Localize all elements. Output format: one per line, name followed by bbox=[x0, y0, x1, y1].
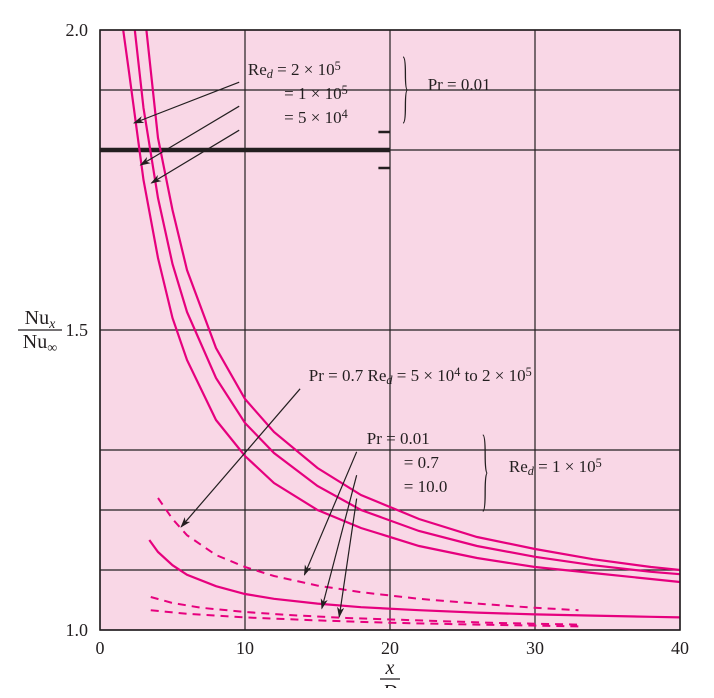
y-tick-label: 2.0 bbox=[66, 20, 89, 40]
annotation-label: = 10.0 bbox=[404, 477, 448, 496]
x-tick-label: 40 bbox=[671, 638, 689, 658]
x-tick-label: 0 bbox=[96, 638, 105, 658]
annotation-label: Red = 1 × 105 bbox=[509, 456, 602, 478]
annotation-label: Pr = 0.7 Red = 5 × 104 to 2 × 105 bbox=[309, 365, 532, 387]
annotation-label: Pr = 0.01 bbox=[367, 429, 430, 448]
annotation-label: = 5 × 104 bbox=[284, 107, 348, 127]
x-tick-label: 30 bbox=[526, 638, 544, 658]
annotation-label: = 1 × 105 bbox=[284, 83, 348, 103]
annotation-label: = 0.7 bbox=[404, 453, 440, 472]
svg-text:D: D bbox=[382, 681, 398, 688]
x-tick-label: 10 bbox=[236, 638, 254, 658]
svg-text:x: x bbox=[385, 657, 395, 679]
annotation-label: Red = 2 × 105 bbox=[248, 59, 341, 81]
x-axis-label: xD bbox=[380, 657, 400, 688]
annotation-label: Pr = 0.01 bbox=[428, 75, 491, 94]
nusselt-ratio-chart: Red = 2 × 105= 1 × 105 = 5 × 104 Pr = 0.01… bbox=[10, 10, 704, 688]
svg-text:Nu∞: Nu∞ bbox=[23, 331, 57, 356]
x-tick-label: 20 bbox=[381, 638, 399, 658]
chart-svg: Red = 2 × 105= 1 × 105 = 5 × 104 Pr = 0.01… bbox=[10, 10, 704, 688]
y-tick-label: 1.0 bbox=[66, 620, 89, 640]
svg-text:Nux: Nux bbox=[25, 307, 56, 332]
y-axis-label: NuxNu∞ bbox=[18, 307, 62, 356]
y-tick-label: 1.5 bbox=[66, 320, 89, 340]
